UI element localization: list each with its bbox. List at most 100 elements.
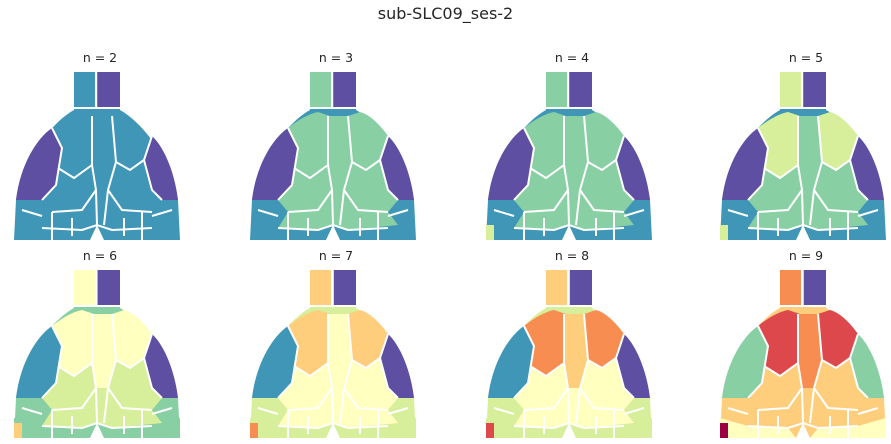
region-bulbL [74, 270, 96, 306]
region-midTop [328, 314, 352, 388]
atlas-boundary [115, 159, 145, 172]
region-latR [144, 334, 178, 398]
atlas-boundary [493, 407, 515, 415]
atlas-boundary [277, 223, 389, 232]
atlas-boundary [343, 189, 389, 213]
atlas-boundary [351, 159, 381, 172]
atlas-boundary [293, 164, 329, 180]
atlas-boundary [857, 209, 879, 217]
region-midTop [328, 116, 352, 190]
atlas-boundary [747, 223, 859, 232]
region-bulbL [780, 270, 802, 306]
cluster-panel-n4: n = 4 [472, 50, 672, 240]
region-somatoL [514, 363, 568, 410]
atlas-boundary [339, 189, 345, 226]
atlas-boundary [378, 333, 399, 399]
region-latL [252, 128, 298, 200]
atlas-boundary [151, 209, 173, 217]
atlas-boundary [848, 135, 869, 201]
atlas-boundary [21, 407, 43, 415]
region-somatoL [748, 363, 802, 410]
region-bulbL [546, 270, 568, 306]
atlas-boundary [623, 407, 645, 415]
atlas-boundary [513, 421, 625, 430]
region-somatoL [278, 165, 332, 212]
brain-cluster-map [486, 270, 652, 438]
atlas-boundary [378, 135, 399, 201]
atlas-boundary [339, 387, 345, 424]
region-latR [380, 334, 414, 398]
brain-cluster-map [720, 270, 886, 438]
atlas-boundary [41, 223, 153, 232]
cluster-panel-n7: n = 7 [236, 248, 436, 438]
atlas-boundary [277, 421, 389, 430]
panel-title: n = 4 [554, 50, 590, 65]
atlas-boundary [57, 362, 93, 378]
panel-title: n = 7 [318, 248, 354, 263]
region-latL [252, 326, 298, 398]
atlas-boundary [493, 209, 515, 217]
atlas-boundary [567, 189, 570, 226]
atlas-boundary [95, 387, 98, 424]
region-somatoL [748, 165, 802, 212]
atlas-boundary [351, 357, 381, 370]
cluster-panel-n3: n = 3 [236, 50, 436, 240]
region-latL [488, 326, 534, 398]
region-somatoR [814, 160, 868, 212]
atlas-boundary [614, 135, 635, 201]
region-motorL [288, 310, 330, 376]
atlas-boundary [107, 189, 153, 213]
atlas-boundary [142, 135, 163, 201]
atlas-boundary [103, 189, 109, 226]
region-latR [380, 136, 414, 200]
region-edgeL [486, 225, 494, 240]
atlas-boundary [343, 387, 389, 411]
atlas-boundary [277, 127, 300, 201]
region-somatoR [580, 358, 634, 410]
atlas-boundary [95, 189, 98, 226]
atlas-boundary [293, 362, 329, 378]
atlas-boundary [857, 407, 879, 415]
region-somatoR [814, 358, 868, 410]
cluster-panel-n5: n = 5 [706, 50, 891, 240]
region-latL [722, 128, 768, 200]
atlas-boundary [727, 209, 749, 217]
region-bulbR [804, 270, 826, 306]
panel-title: n = 8 [554, 248, 590, 263]
region-midTop [92, 314, 116, 388]
atlas-boundary [529, 362, 565, 378]
region-latR [850, 136, 884, 200]
region-somatoR [344, 160, 398, 212]
atlas-boundary [747, 127, 770, 201]
region-bulbL [74, 72, 96, 108]
region-motorR [584, 310, 624, 368]
region-bulbR [334, 270, 356, 306]
region-midTop [798, 116, 822, 190]
region-bulbR [98, 72, 120, 108]
atlas-boundary [801, 189, 804, 226]
atlas-boundary [387, 209, 409, 217]
atlas-boundary [801, 387, 804, 424]
atlas-boundary [277, 325, 300, 399]
atlas-boundary [57, 164, 93, 180]
region-bulbR [570, 72, 592, 108]
region-motorL [52, 310, 94, 376]
atlas-boundary [587, 159, 617, 172]
atlas-boundary [763, 362, 799, 378]
atlas-boundary [523, 189, 569, 213]
atlas-boundary [331, 189, 334, 226]
atlas-boundary [21, 209, 43, 217]
brain-outline [14, 72, 180, 240]
atlas-boundary [567, 387, 570, 424]
region-motorR [584, 112, 624, 170]
atlas-boundary [821, 159, 851, 172]
atlas-boundary [763, 164, 799, 180]
atlas-boundary [848, 333, 869, 399]
panel-title: n = 6 [82, 248, 118, 263]
region-latL [488, 128, 534, 200]
atlas-boundary [513, 223, 625, 232]
atlas-boundary [747, 325, 770, 399]
atlas-boundary [813, 387, 859, 411]
atlas-boundary [513, 127, 536, 201]
region-somatoR [108, 358, 162, 410]
